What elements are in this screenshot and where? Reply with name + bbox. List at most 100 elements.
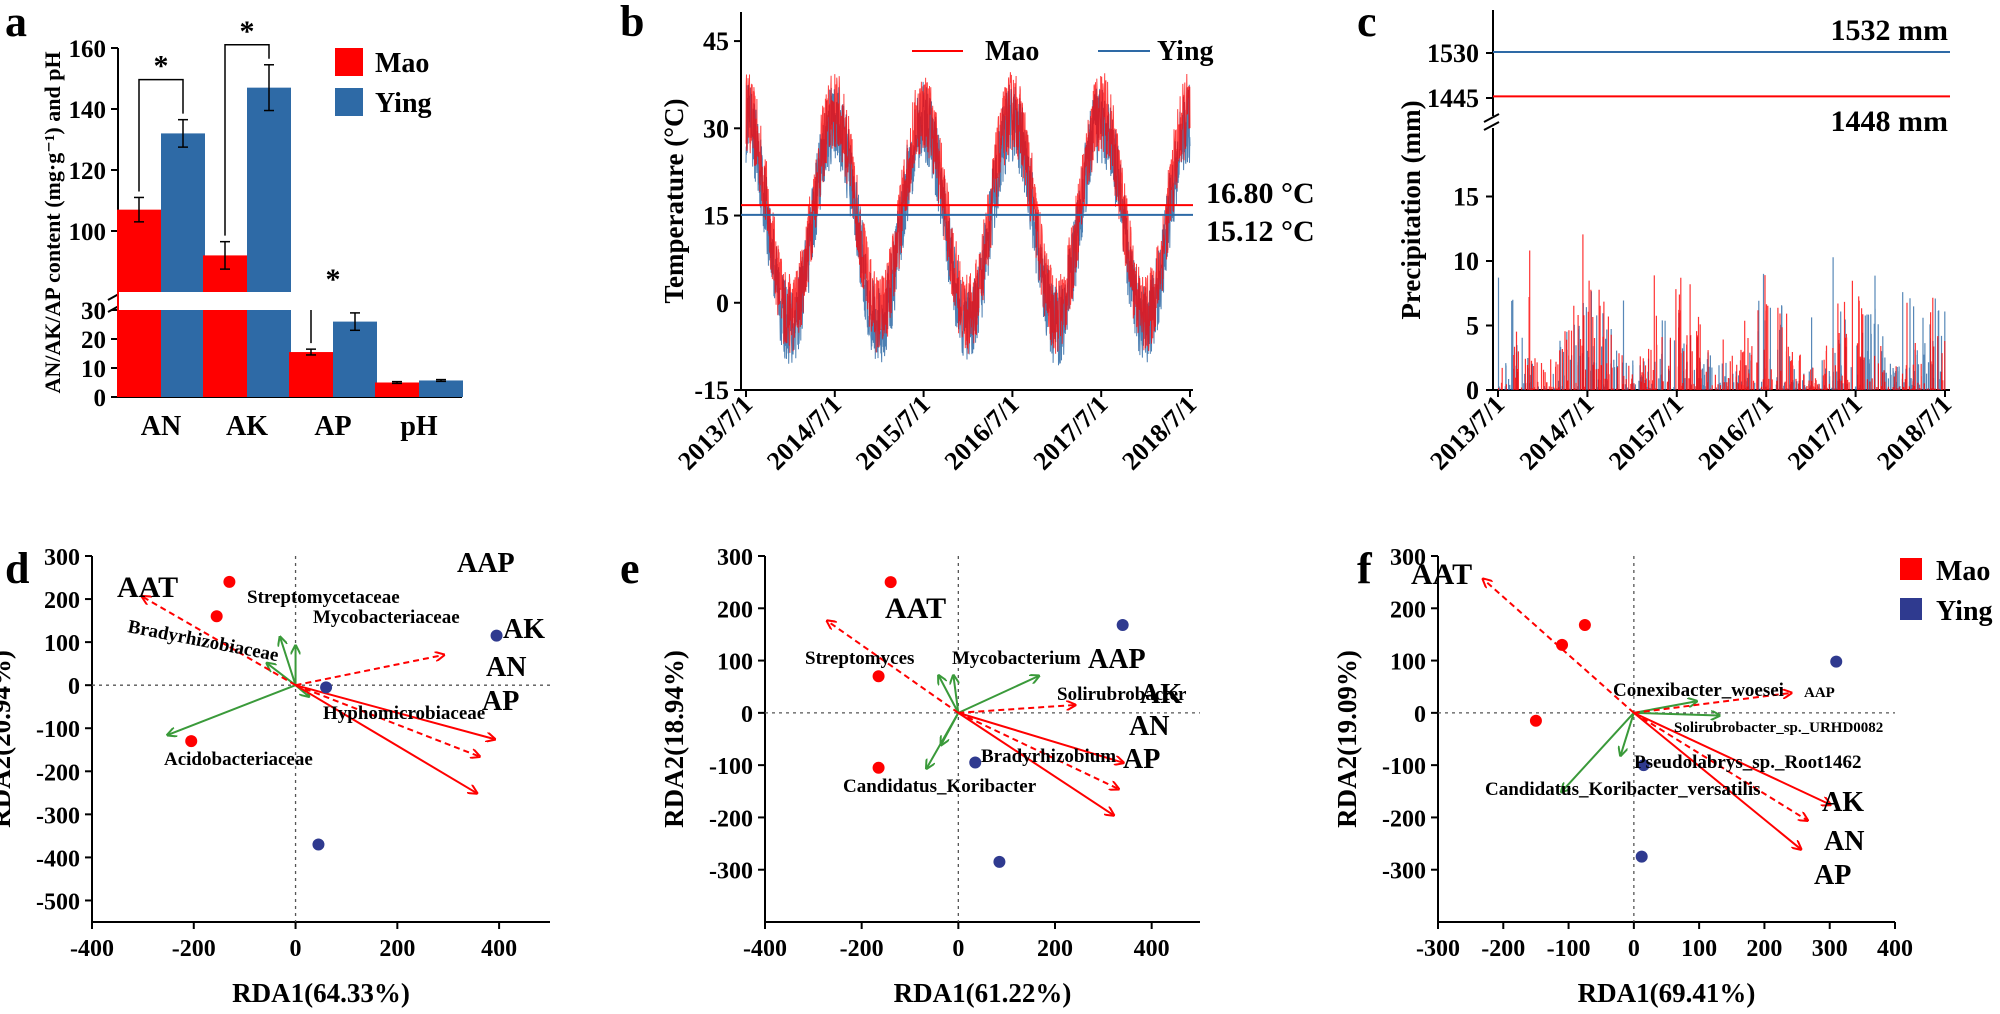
env-arrow-ak — [958, 711, 1122, 763]
y-tick-label: -100 — [709, 754, 753, 780]
y-tick-label: 0 — [716, 289, 729, 318]
x-tick-label: -200 — [1481, 936, 1525, 962]
y-tick-label: 300 — [44, 545, 80, 571]
panel-b-y-axis-label: Temperature (°C) — [659, 98, 689, 303]
env-label-ak: AK — [1140, 679, 1182, 710]
x-tick-label: 2015/7/1 — [1603, 390, 1689, 476]
y-tick-label: -100 — [36, 717, 80, 743]
y-tick-label: 30 — [703, 114, 729, 143]
sample-point-mao — [185, 735, 198, 748]
x-tick-label: 200 — [379, 936, 415, 962]
y-tick-label: 200 — [1390, 597, 1426, 623]
y-tick-label: -15 — [694, 376, 729, 405]
significance-star: * — [154, 50, 169, 83]
taxon-arrow — [927, 712, 960, 768]
y-tick-label: -200 — [1382, 806, 1426, 832]
significance-bracket — [138, 78, 184, 192]
taxon-arrow — [939, 676, 960, 714]
y-tick-label: -500 — [36, 889, 80, 915]
env-arrow-an — [295, 684, 479, 756]
env-arrow-aap — [295, 655, 444, 687]
mean-label-ying: 15.12 °C — [1206, 215, 1315, 248]
env-label-ak: AK — [503, 614, 545, 645]
sample-point-mao — [884, 576, 897, 589]
y-tick-label: 0 — [68, 674, 80, 700]
panel-d-x-axis-label: RDA1(64.33%) — [232, 978, 410, 1008]
sample-point-mao — [1556, 638, 1569, 651]
env-label-aat: AAT — [117, 571, 178, 604]
panel-f-y-axis-label: RDA2(19.09%) — [1332, 650, 1362, 828]
y-tick-label: -300 — [36, 803, 80, 829]
panel-a: a AN/AK/AP content (mg·g⁻¹) and pH 01020… — [5, 0, 463, 442]
legend-swatch-mao — [1900, 558, 1922, 580]
x-tick-label: 400 — [1134, 936, 1170, 962]
taxon-arrow — [168, 684, 296, 735]
legend-swatch-mao — [335, 48, 363, 76]
panel-c-precipitation-bars — [1493, 50, 1950, 390]
sample-point-mao — [223, 575, 236, 588]
x-tick-label-an: AN — [141, 411, 181, 442]
taxon-label: Pseudolabrys_sp._Root1462 — [1634, 752, 1862, 773]
panel-letter-f: f — [1357, 544, 1373, 593]
x-tick-label: 400 — [1877, 936, 1913, 962]
legend-label-ying: Ying — [375, 88, 432, 119]
x-tick-label: 200 — [1037, 936, 1073, 962]
taxon-label: Candidatus_Koribacter — [843, 776, 1037, 797]
y-tick-label: -200 — [36, 760, 80, 786]
legend-label-ying: Ying — [1936, 596, 1993, 627]
sample-point-mao — [872, 670, 885, 683]
env-label-an: AN — [486, 652, 526, 683]
bar-mao-ph — [375, 382, 419, 397]
y-tick-label: 0 — [741, 702, 753, 728]
sample-point-mao — [1529, 714, 1542, 727]
taxon-arrow — [1633, 713, 1719, 716]
x-tick-label: 2018/7/1 — [1116, 390, 1202, 476]
env-arrow-ap — [1633, 712, 1800, 849]
x-tick-label-ph: pH — [400, 411, 438, 442]
significance-star: * — [326, 263, 341, 296]
bar-ying-ph — [419, 380, 463, 397]
x-tick-label: -200 — [840, 936, 884, 962]
x-tick-label: 0 — [952, 936, 964, 962]
y-tick-label: 5 — [1466, 312, 1479, 341]
y-tick-label: -200 — [709, 806, 753, 832]
x-tick-label: 2017/7/1 — [1028, 390, 1114, 476]
taxon-label: Conexibacter_woesei — [1613, 680, 1784, 701]
sample-point-ying — [1637, 759, 1650, 772]
taxon-label: Mycobacterium — [952, 648, 1081, 669]
env-arrow-aat — [828, 621, 959, 714]
taxon-label: Bradyrhizobium — [981, 746, 1116, 767]
axis-break-mark — [1483, 121, 1500, 131]
panel-letter-d: d — [5, 544, 29, 593]
sample-point-ying — [1635, 850, 1648, 863]
panel-d-y-axis-label: RDA2(20.94%) — [0, 650, 16, 828]
mean-label-mao: 16.80 °C — [1206, 177, 1315, 210]
x-tick-label: -300 — [1416, 936, 1460, 962]
y-tick-label: 10 — [1453, 247, 1479, 276]
x-tick-label-ap: AP — [314, 411, 351, 442]
x-tick-label: 2014/7/1 — [761, 390, 847, 476]
panel-f-legend: Mao Ying — [1900, 556, 1993, 627]
sample-point-ying — [969, 756, 982, 769]
bar-ying-an — [161, 133, 205, 397]
x-tick-label: 0 — [1628, 936, 1640, 962]
y-tick-label: -100 — [1382, 754, 1426, 780]
y-tick-label: 30 — [81, 298, 106, 325]
significance-bracket — [224, 44, 270, 236]
y-tick-label: 160 — [69, 36, 107, 63]
panel-b-temperature-series — [741, 72, 1193, 366]
sample-point-ying — [320, 681, 333, 694]
temperature-line-mao — [745, 72, 1191, 354]
x-tick-label: 300 — [1812, 936, 1848, 962]
sample-point-ying — [1830, 655, 1843, 668]
y-tick-label: 100 — [69, 219, 107, 246]
env-label-aap: AAP — [1088, 644, 1146, 675]
env-arrow-aap — [1633, 693, 1791, 714]
y-tick-label: 100 — [1390, 650, 1426, 676]
y-tick-label: 140 — [69, 97, 107, 124]
x-tick-label: 2016/7/1 — [939, 390, 1025, 476]
env-arrow-ap — [957, 712, 1113, 815]
taxon-label: Acidobacteriaceae — [164, 749, 313, 770]
panel-a-bars: * * * — [117, 15, 463, 398]
